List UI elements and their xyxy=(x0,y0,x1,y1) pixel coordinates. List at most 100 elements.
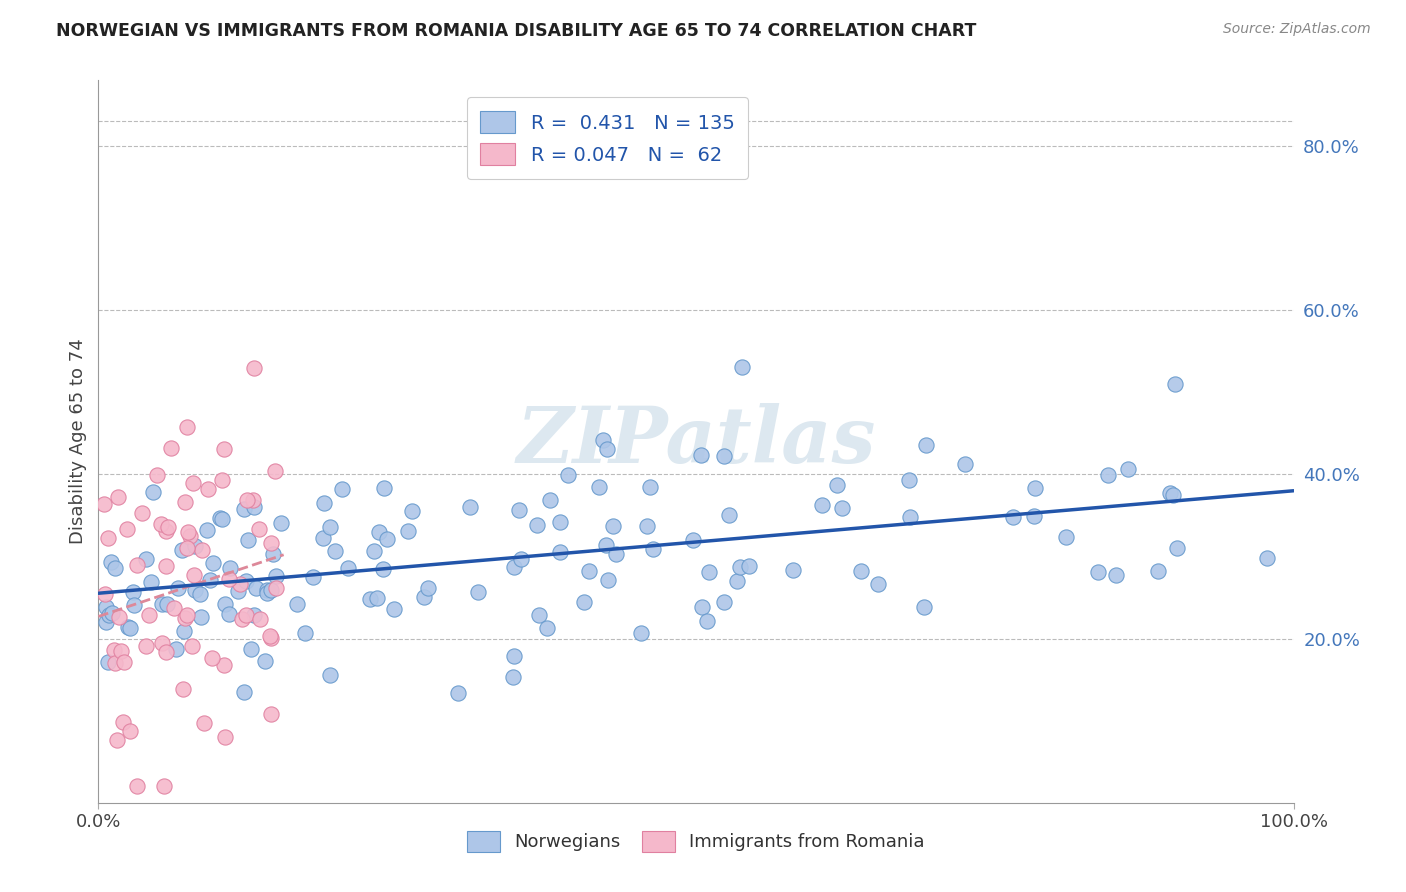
Point xyxy=(1166,541,1188,555)
Point xyxy=(259,583,281,598)
Point xyxy=(503,560,526,574)
Point xyxy=(638,480,661,494)
Point xyxy=(447,686,470,700)
Point xyxy=(596,573,619,587)
Point xyxy=(264,464,287,478)
Point xyxy=(93,497,115,511)
Point xyxy=(416,581,439,595)
Point xyxy=(170,542,193,557)
Point xyxy=(526,518,548,533)
Point xyxy=(536,622,558,636)
Point xyxy=(176,420,198,434)
Point xyxy=(262,547,284,561)
Point xyxy=(238,533,260,547)
Point xyxy=(183,568,205,582)
Point xyxy=(181,639,204,653)
Point xyxy=(122,598,145,612)
Point xyxy=(172,681,194,696)
Point xyxy=(1097,467,1119,482)
Y-axis label: Disability Age 65 to 74: Disability Age 65 to 74 xyxy=(69,339,87,544)
Point xyxy=(110,644,132,658)
Point xyxy=(125,780,148,794)
Point xyxy=(179,529,201,543)
Point xyxy=(112,656,135,670)
Point xyxy=(197,482,219,496)
Point xyxy=(413,590,436,604)
Point xyxy=(699,565,721,579)
Point xyxy=(503,649,526,664)
Point xyxy=(592,433,614,447)
Point xyxy=(149,516,172,531)
Point xyxy=(363,544,385,558)
Point xyxy=(177,524,200,539)
Point xyxy=(319,520,342,534)
Point xyxy=(118,724,141,739)
Legend: Norwegians, Immigrants from Romania: Norwegians, Immigrants from Romania xyxy=(460,823,932,859)
Point xyxy=(115,522,138,536)
Point xyxy=(264,581,287,595)
Point xyxy=(188,587,211,601)
Point xyxy=(135,639,157,653)
Point xyxy=(1146,564,1168,578)
Point xyxy=(285,597,308,611)
Point xyxy=(235,574,257,589)
Point xyxy=(146,468,169,483)
Point xyxy=(105,733,128,747)
Point xyxy=(184,539,207,553)
Point xyxy=(401,504,423,518)
Point xyxy=(253,654,276,668)
Point xyxy=(156,520,179,534)
Point xyxy=(508,503,530,517)
Point xyxy=(897,473,920,487)
Point xyxy=(190,610,212,624)
Point xyxy=(692,600,714,615)
Point xyxy=(557,468,579,483)
Point xyxy=(382,601,405,615)
Point xyxy=(256,586,278,600)
Point xyxy=(174,495,197,509)
Point xyxy=(231,612,253,626)
Point xyxy=(731,359,754,374)
Point xyxy=(955,457,977,471)
Point xyxy=(1116,462,1139,476)
Point xyxy=(588,480,610,494)
Point xyxy=(302,569,325,583)
Point xyxy=(104,656,127,670)
Point xyxy=(122,584,145,599)
Point xyxy=(1002,510,1025,524)
Point xyxy=(266,568,288,582)
Point xyxy=(159,441,181,455)
Point xyxy=(219,560,242,574)
Point xyxy=(396,524,419,538)
Point xyxy=(602,518,624,533)
Point xyxy=(156,597,179,611)
Point xyxy=(208,510,231,524)
Point xyxy=(1163,487,1185,501)
Point xyxy=(713,449,735,463)
Point xyxy=(359,592,381,607)
Point xyxy=(218,573,240,587)
Point xyxy=(233,684,256,698)
Point xyxy=(247,522,270,536)
Point xyxy=(218,607,240,622)
Point xyxy=(226,583,249,598)
Point xyxy=(245,581,267,595)
Point xyxy=(548,545,571,559)
Point xyxy=(260,535,283,549)
Point xyxy=(96,599,118,614)
Point xyxy=(330,482,353,496)
Point xyxy=(831,501,853,516)
Point xyxy=(141,574,163,589)
Point xyxy=(125,558,148,572)
Point xyxy=(100,555,122,569)
Point xyxy=(578,564,600,578)
Point xyxy=(107,610,129,624)
Point xyxy=(249,612,271,626)
Point xyxy=(1024,509,1046,524)
Point xyxy=(458,500,481,515)
Point xyxy=(150,636,173,650)
Point xyxy=(94,615,117,630)
Point xyxy=(97,531,120,545)
Point xyxy=(682,533,704,548)
Point xyxy=(184,583,207,598)
